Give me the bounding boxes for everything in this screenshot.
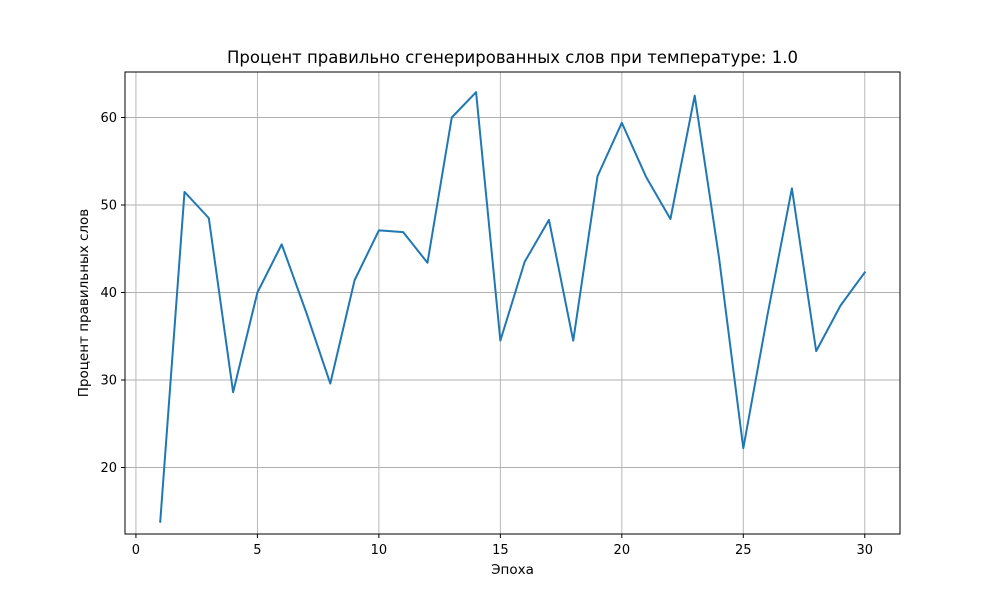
x-tick-label: 10 bbox=[371, 543, 388, 558]
y-tick-label: 20 bbox=[100, 461, 117, 476]
y-tick-label: 40 bbox=[100, 286, 117, 301]
x-tick-label: 15 bbox=[492, 543, 509, 558]
x-tick-label: 20 bbox=[614, 543, 631, 558]
series-layer bbox=[159, 91, 867, 523]
y-axis-title: Процент правильных слов bbox=[76, 209, 92, 398]
y-tick-label: 60 bbox=[100, 111, 117, 126]
x-axis-title: Эпоха bbox=[491, 562, 534, 578]
plot-frame bbox=[124, 71, 901, 535]
x-tick-label: 30 bbox=[856, 543, 873, 558]
y-tick-label: 50 bbox=[100, 199, 117, 214]
x-tick-label: 25 bbox=[735, 543, 752, 558]
chart-title: Процент правильно сгенерированных слов п… bbox=[227, 48, 798, 67]
y-tick-label: 30 bbox=[100, 374, 117, 389]
ticks: 0 5 10 15 20 25 30 20 30 40 50 60 bbox=[100, 111, 873, 558]
x-tick-label: 5 bbox=[253, 543, 261, 558]
x-tick-label: 0 bbox=[132, 543, 140, 558]
series-line bbox=[159, 91, 867, 523]
